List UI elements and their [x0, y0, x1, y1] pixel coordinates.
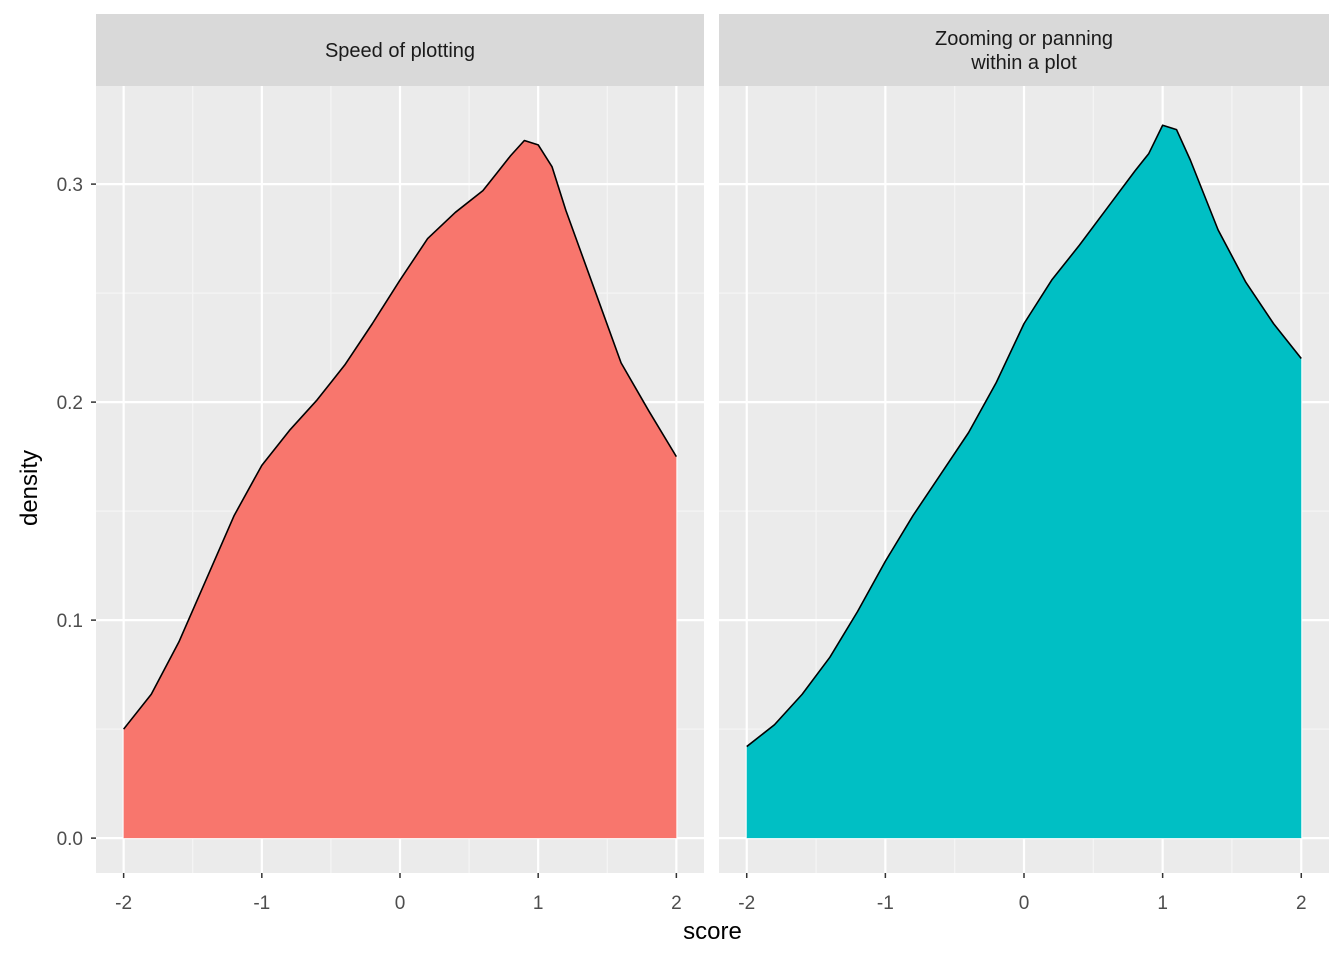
- y-axis: 0.0 0.1 0.2 0.3: [57, 175, 96, 850]
- x-tick-label: -2: [115, 893, 132, 914]
- density-outline: [123, 139, 678, 730]
- x-tick-label: 0: [395, 893, 406, 914]
- facet-strip-label-line-1: Zooming or panning: [935, 28, 1113, 50]
- x-tick-label: -1: [877, 893, 894, 914]
- density-area: [746, 125, 1302, 839]
- x-tick-label: 1: [1157, 893, 1168, 914]
- facet-strip-label-line-1: Speed of plotting: [325, 40, 475, 62]
- y-axis-title: density: [16, 450, 43, 526]
- facet-panel-1: Speed of plotting -2 -1 0 1 2: [96, 14, 704, 914]
- x-tick-label: 0: [1019, 893, 1030, 914]
- y-tick-label: 0.1: [57, 611, 83, 632]
- density-outline: [746, 124, 1302, 748]
- x-tick-label: 1: [533, 893, 544, 914]
- facet-strip-background: [96, 14, 704, 86]
- y-tick-label: 0.2: [57, 393, 83, 414]
- facet-strip-label-line-2: within a plot: [970, 52, 1077, 74]
- x-tick-label: 2: [1296, 893, 1307, 914]
- x-tick-label: -2: [738, 893, 755, 914]
- x-tick-label: 2: [671, 893, 682, 914]
- facet-strip-background: [719, 14, 1329, 86]
- x-tick-label: -1: [253, 893, 270, 914]
- density-area: [123, 140, 677, 839]
- y-tick-label: 0.0: [57, 829, 83, 850]
- y-tick-label: 0.3: [57, 175, 83, 196]
- x-axis-title: score: [683, 918, 742, 945]
